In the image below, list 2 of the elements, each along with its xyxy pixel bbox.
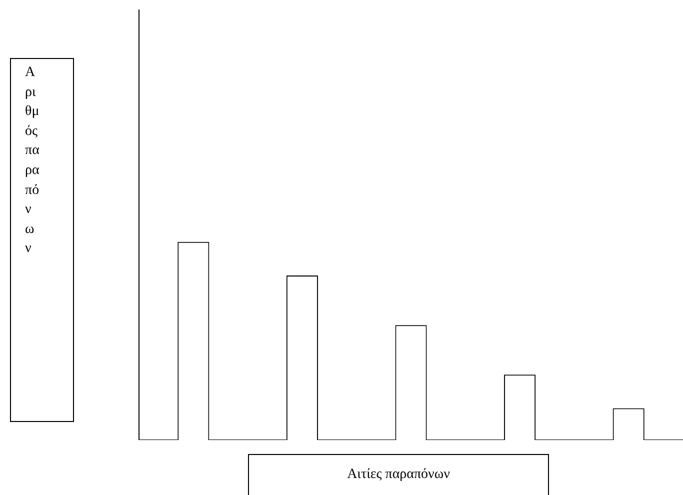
- x-axis-title: Αιτίες παραπόνων: [248, 454, 549, 495]
- text: Αριθμός παραπόνων: [25, 65, 40, 256]
